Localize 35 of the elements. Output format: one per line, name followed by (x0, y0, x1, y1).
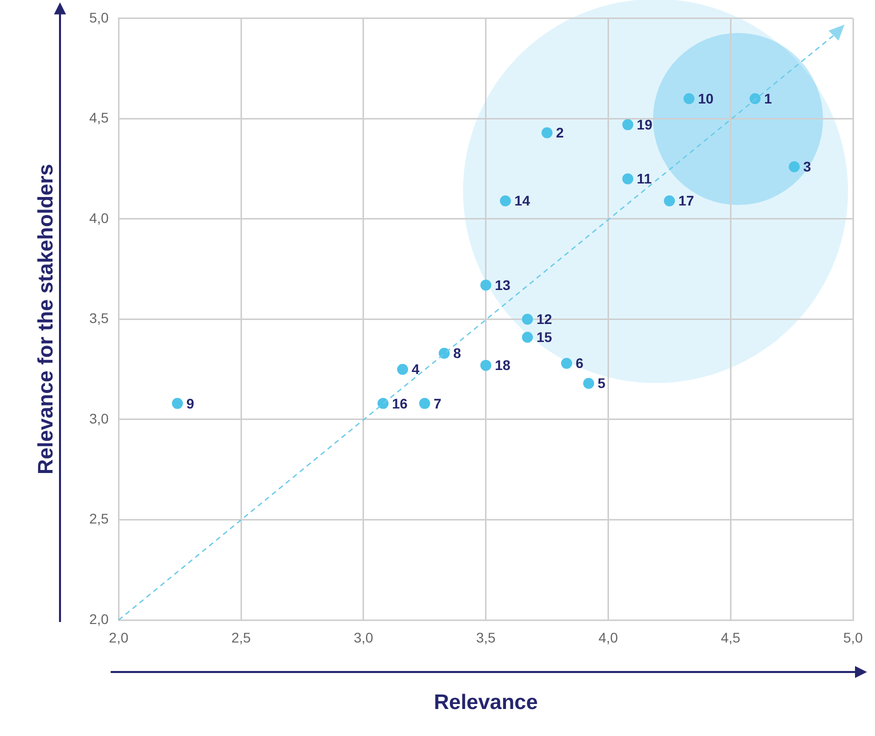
x-tick-label: 2,0 (108, 629, 129, 646)
y-tick-label: 5,0 (89, 9, 109, 26)
annotation: 3 (803, 158, 812, 175)
y-tick-label: 2,5 (89, 510, 109, 527)
x-tick-label: 3,0 (354, 629, 374, 646)
x-tick-label: 4,5 (720, 629, 741, 646)
annotation: 5 (598, 375, 606, 392)
annotation: 8 (453, 345, 462, 362)
x-axis-title: Relevance (434, 691, 538, 714)
annotation: 15 (536, 329, 552, 346)
y-axis-title: Relevance for the stakeholders (34, 164, 58, 474)
x-tick-label: 3,5 (476, 629, 496, 646)
annotation: 13 (494, 276, 511, 293)
x-tick-label: 5,0 (843, 629, 863, 646)
annotation: 4 (412, 361, 420, 378)
x-tick-label: 4,0 (598, 629, 618, 646)
annotation: 16 (392, 395, 408, 412)
annotation: 17 (678, 192, 694, 209)
annotation: 10 (698, 90, 714, 106)
y-tick-label: 4,5 (89, 110, 109, 126)
annotation: 14 (514, 192, 530, 209)
annotation: 1 (764, 90, 772, 106)
annotation: 18 (494, 357, 511, 374)
annotation: 9 (186, 395, 194, 412)
x-tick-label: 2,5 (231, 629, 251, 646)
annotation: 19 (636, 116, 653, 133)
annotation: 6 (576, 355, 584, 372)
annotation: 12 (536, 311, 552, 328)
y-tick-label: 3,0 (89, 410, 109, 426)
y-tick-label: 2,0 (89, 610, 109, 627)
annotation: 7 (434, 395, 442, 412)
y-tick-label: 4,0 (89, 210, 109, 226)
annotation: 2 (556, 124, 564, 141)
annotation: 11 (636, 170, 652, 187)
y-tick-label: 3,5 (89, 310, 109, 326)
